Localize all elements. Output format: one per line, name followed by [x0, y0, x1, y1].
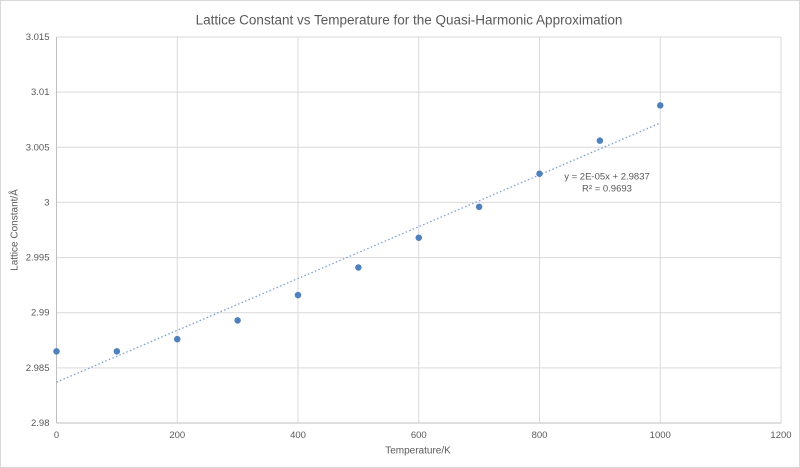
- y-tick-label: 3.01: [31, 87, 50, 98]
- data-point: [53, 348, 60, 355]
- x-tick-label: 0: [54, 430, 59, 441]
- x-tick-label: 1200: [770, 430, 791, 441]
- x-axis-title: Temperature/K: [385, 445, 451, 457]
- y-tick-label: 2.995: [26, 253, 50, 264]
- y-tick-label: 2.985: [26, 363, 50, 374]
- data-point: [536, 170, 543, 178]
- data-point: [657, 102, 664, 109]
- data-point: [174, 335, 181, 343]
- data-point: [113, 348, 121, 355]
- x-tick-label: 1000: [650, 430, 671, 441]
- trendline: [56, 122, 661, 383]
- x-tick-label: 200: [169, 430, 185, 441]
- trendline-equation: y = 2E-05x + 2.9837: [564, 171, 650, 183]
- y-tick-label: 3: [44, 197, 49, 208]
- y-tick-label: 3.015: [26, 32, 50, 43]
- y-tick-label: 3.005: [26, 142, 50, 153]
- x-tick-label: 400: [290, 430, 306, 441]
- y-tick-label: 2.99: [31, 308, 50, 319]
- data-point: [234, 317, 241, 324]
- trendline-r-squared: R² = 0.9693: [582, 183, 632, 194]
- x-tick-label: 600: [411, 430, 427, 441]
- data-point: [355, 264, 362, 271]
- data-point: [294, 291, 302, 299]
- y-axis-title: Lattice Constant/Å: [9, 189, 21, 271]
- data-point: [475, 203, 483, 211]
- x-tick-label: 800: [532, 430, 548, 441]
- data-point: [596, 137, 604, 144]
- y-tick-label: 2.98: [31, 418, 50, 429]
- data-point: [415, 234, 422, 241]
- chart-title: Lattice Constant vs Temperature for the …: [195, 12, 623, 28]
- trendline-label: y = 2E-05x + 2.9837 R² = 0.9693: [564, 172, 650, 195]
